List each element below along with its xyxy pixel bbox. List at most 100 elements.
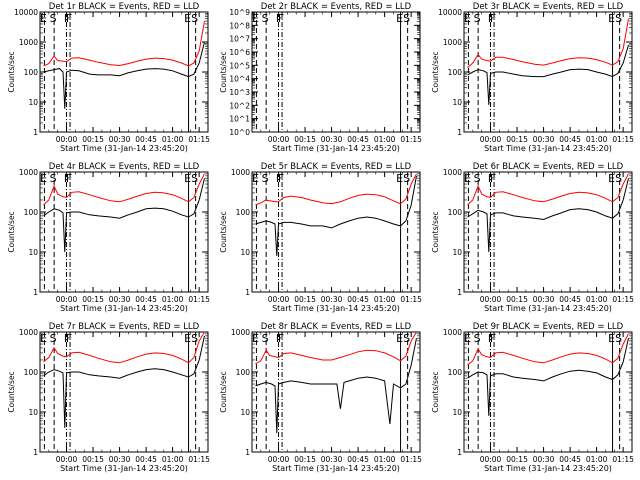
plot-frame: [463, 171, 633, 293]
series-line: [43, 335, 205, 428]
event-marker-label: F: [66, 332, 72, 345]
x-axis-label: Start Time (31-Jan-14 23:45:20): [484, 304, 612, 313]
y-tick-label: 10: [452, 98, 462, 107]
plot-title: Det 2r BLACK = Events, RED = LLD: [261, 2, 412, 12]
y-tick-label: 10: [28, 408, 38, 417]
x-axis-label: Start Time (31-Jan-14 23:45:20): [272, 144, 400, 153]
x-axis-label: Start Time (31-Jan-14 23:45:20): [484, 464, 612, 473]
y-tick-label: 10000: [14, 8, 38, 17]
plot-frame: [463, 11, 633, 133]
x-tick-label: 00:15: [294, 135, 316, 144]
y-tick-label: 10^5: [229, 61, 250, 70]
plot-title: Det 5r BLACK = Events, RED = LLD: [261, 162, 412, 172]
y-tick-label: 1000: [443, 38, 462, 47]
y-tick-label: 100: [24, 368, 39, 377]
event-marker-label: F: [490, 172, 496, 185]
x-tick-label: 00:30: [321, 295, 343, 304]
x-tick-label: 00:30: [109, 295, 131, 304]
y-tick-label: 1000: [231, 168, 250, 177]
plot-frame: [39, 11, 209, 133]
y-tick-label: 1: [457, 448, 462, 457]
x-tick-label: 01:00: [374, 455, 396, 464]
event-marker-label: E: [608, 12, 615, 25]
series-line: [467, 18, 629, 68]
event-marker-label: F: [278, 332, 284, 345]
x-tick-label: 00:00: [480, 135, 502, 144]
event-marker-label: E: [396, 332, 403, 345]
event-marker-label: E: [396, 12, 403, 25]
plot-title: Det 9r BLACK = Events, RED = LLD: [473, 322, 624, 332]
plot-frame: [39, 171, 209, 293]
x-tick-label: 00:45: [559, 135, 581, 144]
x-tick-label: 01:15: [188, 135, 210, 144]
x-tick-label: 01:00: [586, 455, 608, 464]
x-tick-label: 00:00: [480, 295, 502, 304]
event-marker-label: S: [191, 172, 198, 185]
x-tick-label: 00:15: [506, 455, 528, 464]
plot-title: Det 3r BLACK = Events, RED = LLD: [473, 2, 624, 12]
y-tick-label: 100: [448, 208, 463, 217]
event-marker-label: S: [474, 12, 481, 25]
x-axis-label: Start Time (31-Jan-14 23:45:20): [272, 304, 400, 313]
y-axis-label: Counts/sec: [7, 371, 16, 412]
series-line: [255, 173, 417, 206]
x-tick-label: 01:00: [162, 295, 184, 304]
x-tick-label: 00:45: [135, 135, 157, 144]
y-tick-label: 10^6: [229, 48, 250, 57]
y-tick-label: 10: [452, 408, 462, 417]
event-marker-label: F: [490, 12, 496, 25]
event-marker-label: E: [252, 12, 259, 25]
x-tick-label: 01:15: [612, 455, 634, 464]
event-marker-label: S: [191, 332, 198, 345]
event-marker-label: E: [184, 172, 191, 185]
y-tick-label: 1000: [19, 168, 38, 177]
event-marker-label: E: [40, 172, 47, 185]
y-tick-label: 1: [457, 288, 462, 297]
event-marker-label: S: [474, 172, 481, 185]
y-tick-label: 1: [33, 288, 38, 297]
y-tick-label: 10^0: [229, 128, 250, 137]
x-tick-label: 01:00: [374, 295, 396, 304]
x-tick-label: 00:45: [135, 295, 157, 304]
series-line: [43, 331, 205, 364]
x-tick-label: 00:30: [533, 455, 555, 464]
y-axis-label: Counts/sec: [431, 371, 440, 412]
x-tick-label: 00:45: [559, 295, 581, 304]
event-marker-label: F: [66, 172, 72, 185]
y-tick-label: 100: [24, 208, 39, 217]
x-tick-label: 00:15: [82, 295, 104, 304]
event-marker-label: I: [276, 332, 279, 345]
y-tick-label: 100: [448, 68, 463, 77]
y-tick-label: 10^4: [229, 75, 250, 84]
series-line: [467, 178, 629, 253]
x-tick-label: 00:00: [56, 135, 78, 144]
plot-panel: Det 5r BLACK = Events, RED = LLD 1 10 100 10…: [219, 162, 422, 313]
y-tick-label: 10^9: [229, 8, 250, 17]
event-marker-label: S: [262, 12, 269, 25]
event-marker-label: E: [464, 332, 471, 345]
x-tick-label: 00:00: [268, 295, 290, 304]
y-axis-label: Counts/sec: [219, 371, 228, 412]
x-tick-label: 00:00: [268, 135, 290, 144]
y-tick-label: 1000: [19, 38, 38, 47]
y-tick-label: 1000: [443, 328, 462, 337]
series-line: [43, 173, 205, 206]
x-tick-label: 01:00: [162, 135, 184, 144]
event-marker-label: I: [488, 332, 491, 345]
x-axis-label: Start Time (31-Jan-14 23:45:20): [60, 144, 188, 153]
x-axis-label: Start Time (31-Jan-14 23:45:20): [484, 144, 612, 153]
event-marker-label: S: [50, 12, 57, 25]
event-marker-label: E: [464, 12, 471, 25]
y-tick-label: 1: [457, 128, 462, 137]
event-marker-label: F: [490, 332, 496, 345]
event-marker-label: S: [191, 12, 198, 25]
plot-panel: Det 7r BLACK = Events, RED = LLD 1 10 100 10…: [7, 322, 210, 473]
event-marker-label: E: [40, 12, 47, 25]
x-tick-label: 00:45: [347, 455, 369, 464]
y-axis-label: Counts/sec: [219, 211, 228, 252]
x-tick-label: 01:15: [612, 295, 634, 304]
x-tick-label: 00:30: [109, 135, 131, 144]
event-marker-label: E: [608, 172, 615, 185]
y-tick-label: 1: [33, 128, 38, 137]
event-marker-label: F: [66, 12, 72, 25]
